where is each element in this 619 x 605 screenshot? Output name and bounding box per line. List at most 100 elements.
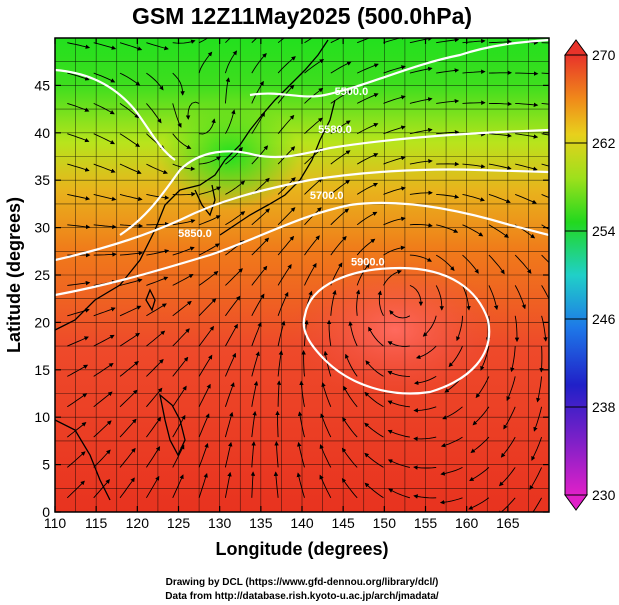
streamline bbox=[330, 235, 347, 256]
streamline bbox=[488, 254, 505, 275]
streamline bbox=[297, 411, 305, 438]
streamline bbox=[387, 459, 410, 468]
streamline bbox=[224, 50, 238, 74]
contour-label: 5900.0 bbox=[351, 257, 385, 269]
streamline bbox=[342, 416, 358, 438]
streamline bbox=[199, 118, 216, 135]
streamline bbox=[503, 406, 516, 430]
streamline bbox=[119, 42, 143, 51]
streamline bbox=[225, 323, 238, 347]
streamline bbox=[225, 180, 246, 195]
y-tick-label: 30 bbox=[34, 220, 50, 236]
streamline bbox=[409, 97, 433, 104]
streamline bbox=[488, 224, 509, 238]
y-tick-label: 5 bbox=[42, 457, 50, 473]
streamline bbox=[224, 441, 233, 468]
streamline bbox=[514, 254, 532, 274]
streamline bbox=[541, 42, 549, 44]
streamline bbox=[146, 303, 167, 317]
streamline bbox=[415, 345, 437, 359]
streamline bbox=[529, 467, 543, 490]
streamline bbox=[273, 471, 279, 498]
contour-5500 bbox=[55, 38, 549, 161]
streamline bbox=[357, 63, 379, 74]
streamline bbox=[67, 163, 90, 172]
contour-label: 5700.0 bbox=[310, 190, 344, 202]
streamline bbox=[439, 497, 463, 505]
streamline bbox=[67, 72, 90, 81]
streamline bbox=[198, 325, 215, 347]
streamline bbox=[355, 289, 361, 316]
streamline bbox=[251, 265, 268, 286]
streamline bbox=[409, 190, 433, 196]
streamline bbox=[409, 284, 424, 307]
streamline bbox=[462, 193, 485, 202]
streamline bbox=[277, 56, 296, 74]
streamline bbox=[387, 370, 410, 377]
streamline bbox=[93, 224, 117, 229]
colorbar-tick-label: 230 bbox=[592, 487, 616, 503]
streamline bbox=[275, 410, 280, 438]
x-tick-label: 120 bbox=[126, 515, 150, 531]
streamline bbox=[304, 59, 325, 74]
streamline bbox=[225, 38, 231, 44]
streamline bbox=[198, 51, 213, 74]
streamline bbox=[93, 307, 116, 317]
streamline bbox=[251, 237, 270, 256]
streamline bbox=[541, 315, 548, 342]
streamline bbox=[224, 352, 237, 377]
contour-labels: 5900.0 5850.0 5700.0 5580.0 5500.0 bbox=[178, 86, 385, 269]
colorbar-ramp bbox=[564, 54, 588, 496]
streamline bbox=[93, 449, 111, 468]
colorbar-bottom-triangle bbox=[564, 494, 588, 511]
coastline-indochina bbox=[55, 419, 111, 501]
x-axis-label: Longitude (degrees) bbox=[215, 539, 388, 559]
contour-5700 bbox=[55, 168, 549, 262]
streamline bbox=[356, 123, 379, 135]
streamline bbox=[356, 263, 370, 286]
streamline bbox=[356, 211, 378, 226]
streamline bbox=[93, 133, 115, 145]
streamline bbox=[422, 315, 437, 337]
streamline bbox=[387, 429, 410, 438]
streamline bbox=[326, 319, 332, 347]
streamline bbox=[119, 133, 141, 147]
y-axis-ticks: 0 5 10 15 20 25 30 35 40 45 bbox=[34, 77, 549, 520]
streamline bbox=[198, 354, 213, 377]
streamline bbox=[515, 71, 539, 76]
y-tick-label: 40 bbox=[34, 125, 50, 141]
streamline bbox=[462, 69, 486, 74]
streamline bbox=[172, 444, 185, 468]
coastline-philippines bbox=[159, 393, 186, 457]
x-tick-label: 130 bbox=[208, 515, 232, 531]
streamline bbox=[436, 130, 460, 135]
streamline bbox=[119, 361, 139, 377]
streamline bbox=[498, 467, 516, 487]
streamline bbox=[224, 382, 235, 407]
y-tick-label: 0 bbox=[42, 504, 50, 520]
x-tick-label: 140 bbox=[290, 515, 314, 531]
streamline bbox=[387, 400, 410, 408]
streamline bbox=[348, 321, 358, 347]
streamline bbox=[341, 477, 358, 499]
streamline bbox=[436, 38, 460, 44]
streamline bbox=[146, 358, 164, 377]
streamline bbox=[119, 193, 143, 202]
streamline bbox=[541, 254, 549, 264]
streamline bbox=[409, 158, 433, 165]
streamline bbox=[172, 328, 190, 347]
streamline bbox=[539, 346, 544, 373]
x-tick-label: 145 bbox=[331, 515, 355, 531]
streamline bbox=[531, 436, 543, 461]
streamline bbox=[119, 278, 143, 286]
streamline bbox=[172, 219, 196, 226]
streamline bbox=[368, 326, 384, 347]
x-tick-label: 125 bbox=[167, 515, 191, 531]
streamline bbox=[536, 376, 543, 403]
streamline bbox=[146, 103, 162, 124]
streamline bbox=[436, 98, 460, 104]
streamline bbox=[172, 133, 192, 149]
colorbar-tick-label: 254 bbox=[592, 223, 616, 239]
streamline bbox=[198, 243, 220, 256]
streamline bbox=[67, 224, 91, 230]
